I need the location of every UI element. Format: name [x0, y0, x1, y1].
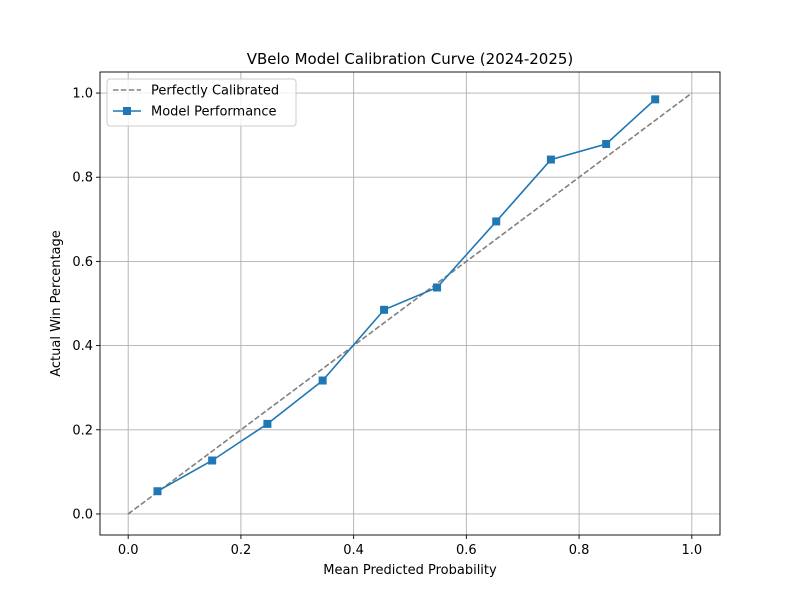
- y-tick-label: 0.0: [72, 507, 93, 522]
- y-tick-label: 0.2: [72, 423, 93, 438]
- legend-label-perfectly-calibrated: Perfectly Calibrated: [151, 84, 279, 99]
- model-performance-point: [153, 487, 162, 496]
- x-tick-label: 0.2: [231, 543, 252, 558]
- model-performance-point: [318, 376, 327, 385]
- legend: Perfectly Calibrated Model Performance: [106, 78, 297, 127]
- model-performance-point: [651, 95, 660, 104]
- legend-label-model-performance: Model Performance: [151, 105, 277, 120]
- legend-box: [106, 78, 297, 127]
- model-performance-point: [208, 456, 217, 465]
- model-performance-point: [492, 217, 501, 226]
- model-performance-point: [433, 283, 442, 292]
- perfectly-calibrated-line: [127, 92, 693, 515]
- plot-frame: [99, 71, 721, 536]
- y-tick-label: 0.8: [72, 171, 93, 186]
- x-tick-label: 0.0: [118, 543, 139, 558]
- model-performance-line: [157, 98, 656, 492]
- grid-layer: [100, 72, 720, 535]
- series-layer: [127, 92, 693, 515]
- x-axis-label: Mean Predicted Probability: [323, 563, 497, 578]
- y-tick-label: 1.0: [72, 87, 93, 102]
- chart-title: VBelo Model Calibration Curve (2024-2025…: [247, 50, 574, 68]
- x-tick-label: 0.8: [569, 543, 590, 558]
- y-tick-label: 0.4: [72, 339, 93, 354]
- y-tick-label: 0.6: [72, 255, 93, 270]
- model-performance-point: [380, 305, 389, 314]
- legend-marker-model-performance: [123, 107, 131, 115]
- model-performance-point: [602, 139, 611, 148]
- tick-layer: 0.0 0.2 0.4 0.6 0.8 1.0 0.0 0.2 0.4 0.6 0.8 1.0: [72, 87, 702, 558]
- x-tick-label: 0.4: [343, 543, 364, 558]
- x-tick-label: 1.0: [681, 543, 702, 558]
- x-tick-label: 0.6: [456, 543, 477, 558]
- model-performance-point: [546, 155, 555, 164]
- y-axis-label: Actual Win Percentage: [49, 230, 64, 377]
- model-performance-point: [263, 419, 272, 428]
